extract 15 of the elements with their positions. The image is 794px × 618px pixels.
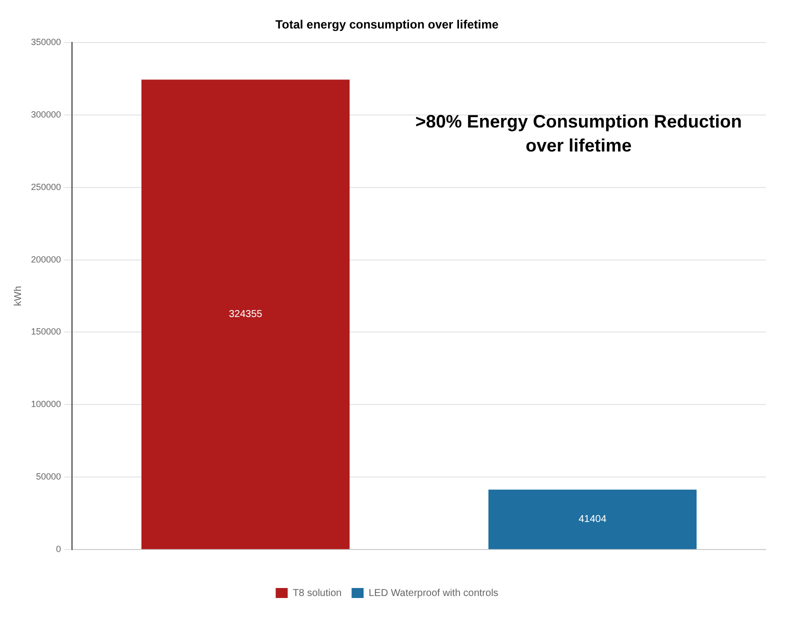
y-tick-label: 200000 xyxy=(30,254,62,264)
y-tick-label: 300000 xyxy=(30,109,62,120)
y-tick-label: 250000 xyxy=(30,182,62,192)
y-tick-label: 50000 xyxy=(36,472,62,482)
data-label: 41404 xyxy=(578,514,607,526)
annotation: >80% Energy Consumption Reduction over lifetime xyxy=(415,111,742,156)
y-axis-title: kWh xyxy=(12,286,24,306)
y-tick-label: 0 xyxy=(56,544,62,554)
y-tick-label: 150000 xyxy=(30,326,62,337)
y-tick-label: 350000 xyxy=(30,36,62,47)
legend-label: T8 solution xyxy=(292,588,342,599)
data-label: 324355 xyxy=(228,309,263,320)
legend-label: LED Waterproof with controls xyxy=(368,588,498,599)
chart-title: Total energy consumption over lifetime xyxy=(275,18,499,32)
y-tick-label: 100000 xyxy=(30,399,62,410)
